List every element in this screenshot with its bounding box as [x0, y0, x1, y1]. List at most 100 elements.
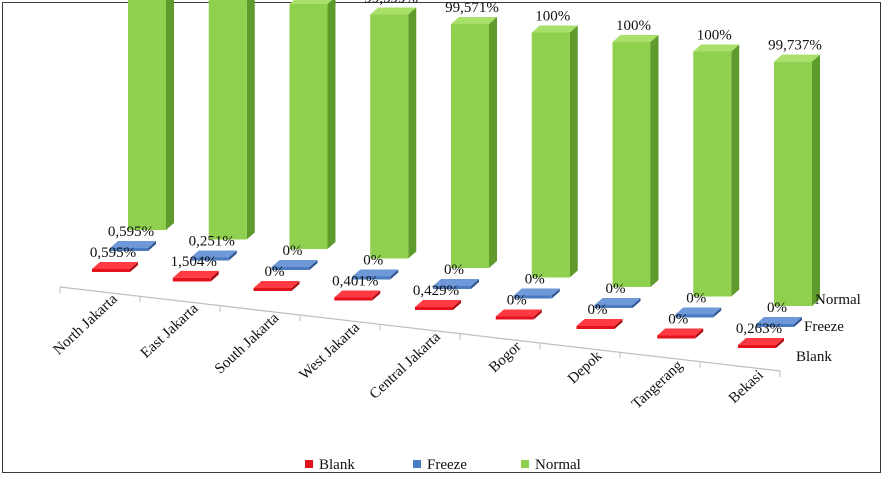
bar-normal-west-jakarta-top	[370, 7, 417, 15]
data-label-freeze: 0%	[444, 262, 464, 278]
bar-normal-bogor-top	[531, 25, 578, 33]
bar-normal-central-jakarta-top	[451, 17, 497, 25]
bar-normal-south-jakarta	[289, 4, 328, 249]
data-label-blank: 0%	[668, 312, 688, 328]
data-label-normal: 100%	[535, 9, 570, 25]
legend-label-freeze: Freeze	[427, 457, 467, 473]
data-label-normal: 99,737%	[768, 38, 822, 54]
bar-normal-bogor	[531, 32, 570, 278]
x-axis-line	[59, 286, 781, 372]
bar-blank-south-jakarta-top	[253, 281, 300, 288]
bar-freeze-south-jakarta-top	[271, 260, 318, 267]
bar-blank-west-jakarta	[334, 297, 373, 301]
bar-normal-tangerang-side	[731, 44, 740, 297]
bar-normal-bogor-side	[569, 25, 578, 278]
bar-freeze-bogor	[513, 295, 552, 299]
data-label-freeze: 0,595%	[108, 224, 154, 240]
bar-normal-north-jakarta-side	[166, 0, 174, 230]
bar-normal-depok	[612, 42, 651, 287]
bar-freeze-central-jakarta-side	[471, 279, 479, 289]
bar-freeze-bogor-top	[513, 288, 560, 296]
bar-blank-depok	[576, 326, 615, 329]
x-axis-category-label: West Jakarta	[297, 319, 364, 383]
bar-freeze-south-jakarta-side	[309, 260, 318, 270]
data-label-freeze: 0%	[525, 272, 545, 288]
bar-blank-tangerang-side	[695, 328, 704, 339]
data-label-freeze: 0%	[767, 300, 787, 316]
bar-blank-north-jakarta	[92, 269, 130, 272]
bar-blank-bogor-side	[533, 309, 542, 320]
bar-normal-bekasi	[774, 61, 812, 306]
bar-freeze-bekasi-top	[756, 317, 802, 324]
x-axis-category-label: East Jakarta	[138, 300, 202, 361]
bar-normal-bekasi-side	[812, 54, 820, 306]
bar-freeze-bogor-side	[551, 288, 560, 299]
x-axis-category-label: Bekasi	[726, 367, 767, 407]
depth-axis-label-freeze: Freeze	[804, 319, 844, 335]
bar-freeze-depok-side	[632, 298, 641, 308]
bar-blank-bekasi	[738, 345, 776, 348]
legend-swatch-freeze	[413, 460, 421, 468]
data-label-blank: 0,263%	[736, 321, 782, 337]
bar-freeze-north-jakarta-top	[110, 241, 156, 248]
bar-normal-depok-side	[650, 35, 659, 287]
data-label-blank: 0,595%	[90, 245, 136, 261]
bar-normal-central-jakarta	[451, 24, 489, 268]
data-label-freeze: 0%	[363, 253, 383, 269]
legend-swatch-blank	[305, 460, 313, 468]
depth-axis-label-blank: Blank	[796, 349, 832, 365]
data-label-normal: 100%	[616, 18, 651, 34]
bar-freeze-west-jakarta-top	[352, 269, 399, 277]
data-label-freeze: 0%	[686, 291, 706, 307]
bar-blank-central-jakarta	[415, 307, 453, 310]
bar-freeze-depok	[594, 305, 633, 308]
bar-normal-north-jakarta	[128, 0, 166, 231]
bar-blank-tangerang-top	[657, 328, 704, 336]
bar-normal-tangerang	[693, 51, 732, 297]
data-label-freeze: 0%	[283, 243, 303, 259]
data-label-blank: 0,401%	[332, 274, 378, 290]
bar-blank-bekasi-side	[776, 338, 784, 348]
bar-blank-bekasi-top	[738, 338, 784, 345]
bar-freeze-west-jakarta-side	[390, 269, 399, 280]
data-label-freeze: 0%	[606, 281, 626, 297]
bar-freeze-west-jakarta	[352, 276, 391, 280]
bar-normal-bekasi-top	[774, 54, 820, 62]
bar-blank-bogor-top	[495, 309, 542, 317]
data-label-blank: 1,504%	[171, 254, 217, 270]
bar-normal-east-jakarta-side	[246, 0, 255, 240]
data-label-blank: 0%	[507, 293, 527, 309]
bar-freeze-north-jakarta	[110, 248, 148, 251]
bar-normal-tangerang-top	[693, 44, 740, 52]
bar-blank-west-jakarta-top	[334, 290, 381, 298]
bar-blank-central-jakarta-top	[415, 300, 461, 307]
bar-blank-depok-side	[614, 319, 623, 329]
bar-freeze-east-jakarta	[190, 257, 229, 261]
bar-freeze-north-jakarta-side	[148, 241, 156, 251]
bar-normal-west-jakarta-side	[408, 7, 417, 259]
bar-blank-west-jakarta-side	[372, 290, 381, 301]
bar-blank-tangerang	[657, 335, 696, 339]
data-label-normal: 100%	[697, 28, 732, 44]
bar-normal-depok-top	[612, 35, 659, 42]
data-label-blank: 0%	[265, 264, 285, 280]
x-axis-category-label: Bogor	[486, 339, 524, 376]
x-axis-category-label: North Jakarta	[50, 291, 121, 358]
bar-freeze-tangerang-side	[713, 307, 722, 318]
bar-blank-east-jakarta-side	[210, 270, 219, 282]
bar-normal-south-jakarta-side	[327, 0, 336, 249]
bar-freeze-central-jakarta-top	[433, 279, 479, 286]
x-axis-category-label: South Jakarta	[212, 310, 283, 377]
bar-freeze-east-jakarta-top	[190, 250, 237, 258]
bar-blank-bogor	[495, 316, 534, 320]
bar-freeze-depok-top	[594, 298, 641, 305]
bar-freeze-bekasi-side	[794, 317, 802, 327]
data-label-blank: 0,429%	[413, 283, 459, 299]
bar-blank-central-jakarta-side	[453, 300, 461, 310]
bar-freeze-tangerang-top	[675, 307, 722, 315]
bar-blank-south-jakarta-side	[291, 281, 300, 291]
data-label-freeze: 0,251%	[189, 234, 235, 250]
bar-blank-south-jakarta	[253, 288, 292, 291]
bar-normal-west-jakarta	[370, 14, 409, 259]
